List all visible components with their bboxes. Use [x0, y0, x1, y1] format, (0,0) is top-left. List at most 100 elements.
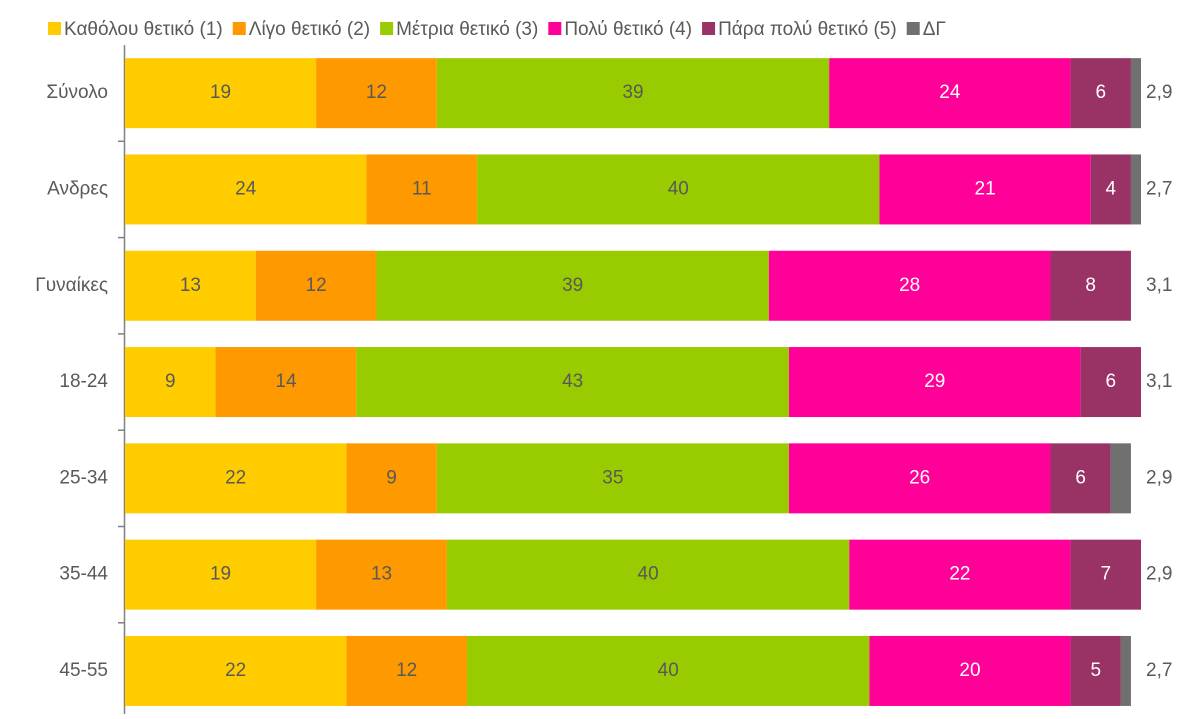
- y-tick-label: 25-34: [59, 467, 108, 488]
- data-label: 12: [396, 660, 417, 681]
- bar-segment: [125, 539, 317, 610]
- data-label: 13: [180, 275, 201, 296]
- bar-segment: [366, 154, 478, 225]
- bar-segment: [768, 250, 1051, 321]
- data-label: 21: [975, 178, 996, 199]
- bar-segment: [436, 443, 789, 514]
- data-label: 40: [668, 178, 689, 199]
- data-label: 6: [1075, 467, 1086, 488]
- data-label: 39: [562, 275, 583, 296]
- legend-label: Καθόλου θετικό (1): [64, 19, 223, 40]
- bar-segment: [1090, 154, 1131, 225]
- data-label: 12: [366, 82, 387, 103]
- data-label: 20: [959, 660, 980, 681]
- bar-segment: [125, 58, 317, 129]
- bar-segment: [849, 539, 1071, 610]
- bar-segment: [376, 250, 769, 321]
- average-label: 2,9: [1146, 467, 1172, 488]
- bar-segment: [125, 154, 367, 225]
- legend-swatch: [906, 22, 920, 35]
- bar-segment: [1130, 154, 1141, 225]
- average-label: 2,7: [1146, 660, 1172, 681]
- data-label: 43: [562, 371, 583, 392]
- legend-swatch: [702, 22, 716, 35]
- data-label: 35: [602, 467, 623, 488]
- data-label: 28: [899, 275, 920, 296]
- bar-segment: [125, 635, 347, 706]
- data-label: 11: [412, 178, 432, 199]
- bar-segment: [467, 635, 870, 706]
- bar-segment: [1070, 635, 1121, 706]
- bar-segment: [436, 58, 830, 129]
- bar-segment: [316, 58, 437, 129]
- average-label: 2,9: [1146, 82, 1172, 103]
- bar-segment: [346, 635, 468, 706]
- data-label: 19: [210, 82, 231, 103]
- bar-segment: [125, 250, 256, 321]
- legend-swatch: [380, 22, 394, 35]
- data-label: 13: [371, 564, 392, 585]
- legend-label: ΔΓ: [923, 19, 946, 40]
- bar-segment: [1070, 539, 1141, 610]
- data-label: 24: [939, 82, 961, 103]
- bar-segment: [125, 443, 347, 514]
- data-label: 40: [658, 660, 679, 681]
- legend-label: Μέτρια θετικό (3): [396, 19, 538, 40]
- bar-segment: [829, 58, 1071, 129]
- bar-segment: [1120, 635, 1131, 706]
- data-label: 12: [306, 275, 327, 296]
- bar-segment: [1070, 58, 1131, 129]
- data-label: 8: [1085, 275, 1096, 296]
- data-label: 6: [1106, 371, 1117, 392]
- bar-segment: [1110, 443, 1131, 514]
- legend-label: Πολύ θετικό (4): [564, 19, 692, 40]
- bar-segment: [788, 347, 1081, 418]
- data-label: 26: [909, 467, 930, 488]
- bar-segment: [879, 154, 1091, 225]
- data-label: 19: [210, 564, 231, 585]
- data-label: 9: [386, 467, 397, 488]
- bar-segment: [125, 347, 216, 418]
- bar-segment: [869, 635, 1071, 706]
- legend-swatch: [48, 22, 61, 35]
- average-label: 3,1: [1146, 371, 1172, 392]
- bar-segment: [356, 347, 789, 418]
- data-label: 4: [1106, 178, 1117, 199]
- bar-segment: [255, 250, 377, 321]
- data-label: 5: [1090, 660, 1101, 681]
- bar-segment: [215, 347, 357, 418]
- data-label: 40: [638, 564, 659, 585]
- data-label: 29: [924, 371, 945, 392]
- data-label: 22: [225, 660, 246, 681]
- y-tick-label: Γυναίκες: [35, 275, 108, 296]
- data-label: 22: [225, 467, 246, 488]
- legend-swatch: [232, 22, 246, 35]
- data-label: 22: [949, 564, 970, 585]
- bar-segment: [446, 539, 850, 610]
- legend-label: Πάρα πολύ θετικό (5): [718, 19, 897, 40]
- data-label: 7: [1101, 564, 1112, 585]
- bar-segment: [477, 154, 880, 225]
- bar-segment: [1130, 58, 1141, 129]
- bar-segment: [1050, 250, 1131, 321]
- average-label: 2,7: [1146, 178, 1172, 199]
- bar-segment: [1050, 443, 1111, 514]
- bar-segment: [346, 443, 437, 514]
- data-label: 14: [275, 371, 297, 392]
- data-label: 9: [165, 371, 176, 392]
- data-label: 6: [1095, 82, 1106, 103]
- y-tick-label: Ανδρες: [47, 178, 108, 199]
- legend-label: Λίγο θετικό (2): [249, 19, 370, 40]
- y-tick-label: Σύνολο: [46, 82, 108, 103]
- data-label: 24: [235, 178, 257, 199]
- average-label: 3,1: [1146, 275, 1172, 296]
- bar-segment: [316, 539, 447, 610]
- data-label: 39: [622, 82, 643, 103]
- y-tick-label: 18-24: [59, 371, 108, 392]
- y-tick-label: 45-55: [59, 660, 108, 681]
- y-tick-label: 35-44: [59, 564, 108, 585]
- average-label: 2,9: [1146, 564, 1172, 585]
- legend-swatch: [548, 22, 562, 35]
- bar-segment: [1080, 347, 1141, 418]
